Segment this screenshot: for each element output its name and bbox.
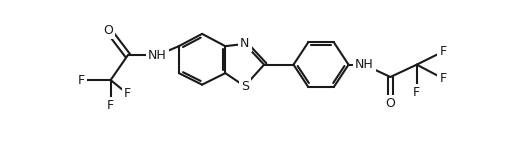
Text: F: F [124,87,131,100]
Text: F: F [413,86,420,99]
Text: F: F [107,99,114,112]
Text: F: F [440,72,447,85]
Text: S: S [241,80,249,93]
Text: O: O [103,24,113,37]
Text: NH: NH [354,58,373,71]
Text: NH: NH [148,49,167,62]
Text: F: F [440,45,447,58]
Text: N: N [240,37,249,50]
Text: F: F [77,74,85,87]
Text: O: O [385,97,396,110]
